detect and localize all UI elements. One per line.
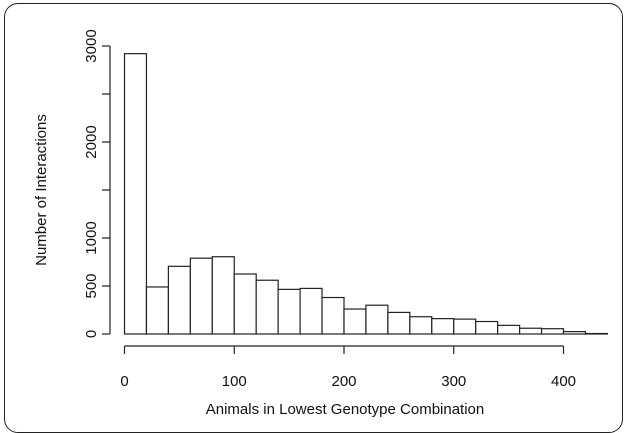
x-tick-label: 0	[120, 373, 128, 390]
x-tick-label: 200	[331, 373, 356, 390]
y-tick-label: 1000	[83, 221, 100, 254]
histogram-bar	[366, 305, 388, 334]
histogram-bar	[212, 257, 234, 334]
x-tick-label: 100	[222, 373, 247, 390]
y-axis-title: Number of Interactions	[33, 114, 50, 266]
x-axis: 0 100 200 300 400	[120, 346, 576, 390]
y-tick-label: 2000	[83, 125, 100, 158]
histogram-bar	[498, 325, 520, 334]
histogram-bar	[564, 332, 586, 334]
x-tick-label: 300	[441, 373, 466, 390]
histogram-bar	[520, 328, 542, 334]
histogram-bar	[234, 274, 256, 334]
y-tick-label: 0	[83, 330, 100, 338]
histogram-bar	[344, 309, 366, 334]
x-tick-label: 400	[551, 373, 576, 390]
histogram-bar	[454, 319, 476, 334]
histogram-bar	[432, 319, 454, 334]
histogram-bar	[168, 266, 190, 334]
x-axis-title: Animals in Lowest Genotype Combination	[206, 401, 484, 418]
histogram-bar	[388, 312, 410, 334]
histogram-bar	[410, 317, 432, 334]
histogram-bar	[256, 280, 278, 334]
histogram-bar	[190, 258, 212, 334]
y-tick-label: 500	[83, 273, 100, 298]
y-axis: 0 500 1000 2000 3000	[83, 29, 110, 338]
y-tick-label: 3000	[83, 29, 100, 62]
histogram-chart: 0 500 1000 2000 3000 0 100 200 300 400 Number of…	[0, 0, 629, 418]
histogram-bar	[146, 287, 168, 334]
histogram-bar	[300, 288, 322, 334]
histogram-bar	[476, 322, 498, 334]
histogram-bars	[125, 54, 608, 334]
histogram-bar	[322, 298, 344, 334]
histogram-bar	[278, 289, 300, 334]
histogram-bar	[125, 54, 147, 334]
histogram-bar	[542, 329, 564, 334]
